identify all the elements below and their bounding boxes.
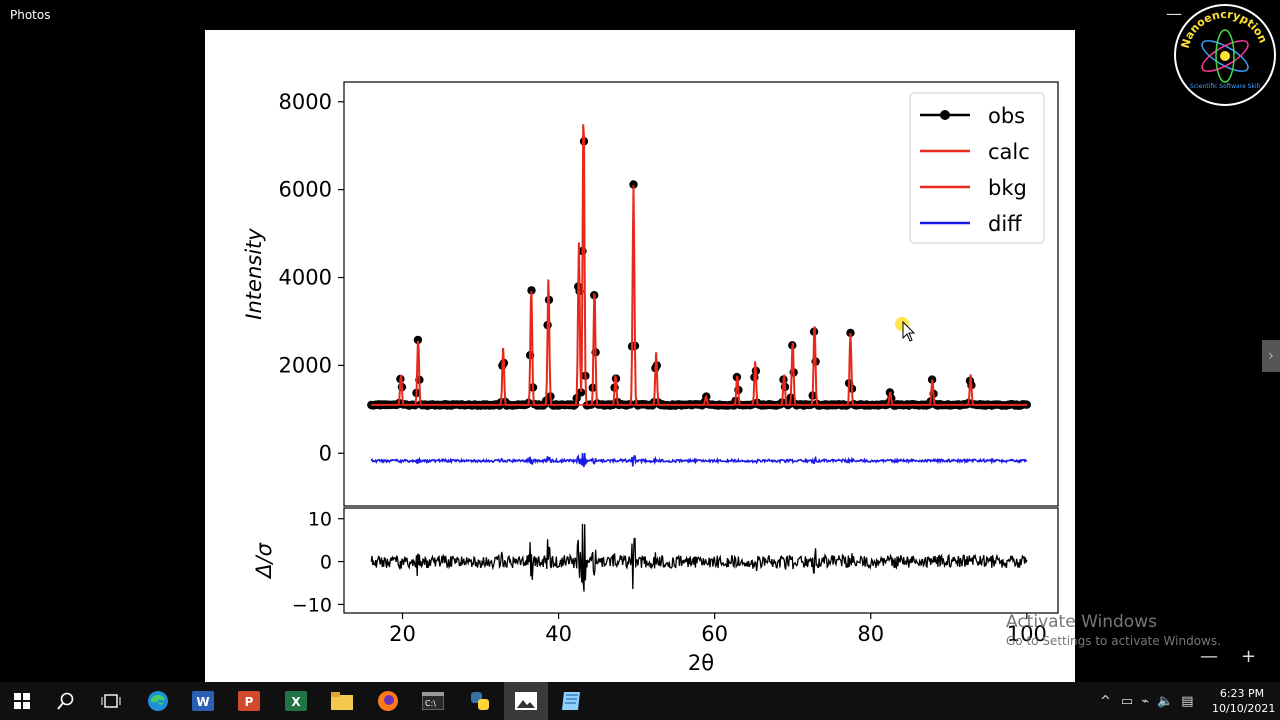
x-tick-label: 80 [857, 622, 884, 646]
svg-text:X: X [291, 695, 301, 709]
clock-date: 10/10/2021 [1212, 702, 1276, 715]
image-canvas: 0 2000 4000 6000 8000 −10 0 10 20 40 60 80 100 2θ Inte… [205, 30, 1075, 682]
legend-label: diff [988, 212, 1022, 236]
y-tick-label: −10 [292, 594, 332, 616]
top-axes-frame [343, 81, 1059, 507]
obs-point [629, 180, 638, 189]
y-tick-label: 10 [308, 509, 332, 531]
taskbar: W P X C:\ ^ ▭ ⌁ 🔈 ▤ 6:23 PM 10/10/2021 [0, 682, 1280, 720]
logo-top-text: Nanoencryption [1179, 8, 1270, 50]
legend-entry-bkg: bkg [920, 176, 1027, 200]
main-plot [367, 124, 1031, 468]
mouse-cursor-icon [902, 320, 916, 342]
obs-point [527, 286, 536, 295]
legend-box [909, 92, 1045, 244]
y-tick-label: 0 [319, 441, 332, 465]
obs-point [1022, 400, 1031, 409]
obs-point [413, 335, 423, 345]
legend-marker [940, 110, 950, 120]
zoom-out-button[interactable]: — [1200, 646, 1218, 667]
firefox-icon[interactable] [366, 682, 410, 720]
word-icon[interactable]: W [181, 682, 225, 720]
residual-plot [370, 523, 1028, 592]
clock[interactable]: 6:23 PM 10/10/2021 [1212, 686, 1276, 716]
y-axis-label: Intensity [242, 228, 266, 320]
residual-axis-label: Δ/σ [252, 542, 276, 579]
y-tick-label: 2000 [279, 353, 332, 377]
bottom-axes-frame [343, 507, 1059, 614]
file-explorer-icon[interactable] [320, 682, 364, 720]
x-tick-label: 20 [389, 622, 416, 646]
legend-entry-diff: diff [920, 212, 1022, 236]
obs-point [576, 388, 586, 397]
activation-watermark: Activate Windows Go to Settings to activ… [1006, 612, 1221, 648]
legend: obs calc bkg diff [909, 92, 1045, 244]
y-tick-label: 0 [320, 552, 332, 574]
x-tick-label: 100 [1007, 622, 1047, 646]
legend-label: calc [988, 140, 1030, 164]
legend-entry-obs: obs [920, 104, 1025, 128]
app-title: Photos [10, 8, 51, 22]
system-tray: ^ ▭ ⌁ 🔈 ▤ [1100, 682, 1194, 720]
y-tick-label: 8000 [279, 90, 332, 114]
python-icon[interactable] [458, 682, 502, 720]
battery-icon[interactable]: ▭ [1120, 693, 1134, 709]
delta-sigma-series [370, 523, 1028, 592]
y-tick-label: 4000 [279, 266, 332, 290]
svg-text:C:\: C:\ [425, 699, 436, 708]
watermark-subtitle: Go to Settings to activate Windows. [1006, 634, 1221, 648]
clock-time: 6:23 PM [1219, 687, 1265, 700]
terminal-icon[interactable]: C:\ [411, 682, 455, 720]
svg-text:W: W [196, 695, 209, 709]
notification-icon[interactable]: ▤ [1181, 693, 1194, 709]
volume-muted-icon[interactable]: 🔈 [1157, 693, 1174, 709]
channel-logo: Nanoencryption Scientific Software Skill [1174, 4, 1276, 106]
powerpoint-icon[interactable]: P [227, 682, 271, 720]
logo-bottom-text: Scientific Software Skill [1190, 83, 1260, 90]
search-icon[interactable] [44, 682, 88, 720]
legend-label: bkg [988, 176, 1027, 200]
legend-label: obs [988, 104, 1025, 128]
zoom-in-button[interactable]: + [1241, 646, 1257, 667]
x-tick-label: 40 [545, 622, 572, 646]
axes: 0 2000 4000 6000 8000 −10 0 10 20 40 60 80 100 2θ Inte… [242, 81, 1059, 675]
svg-text:P: P [245, 695, 254, 709]
diff-series [370, 452, 1028, 468]
legend-entry-calc: calc [920, 140, 1030, 164]
tray-overflow-chevron-icon[interactable]: ^ [1100, 693, 1111, 709]
y-tick-label: 6000 [279, 178, 332, 202]
x-tick-label: 60 [701, 622, 728, 646]
start-icon[interactable] [0, 682, 44, 720]
network-icon[interactable]: ⌁ [1141, 693, 1150, 709]
atom-icon [1220, 51, 1230, 61]
rietveld-chart: 0 2000 4000 6000 8000 −10 0 10 20 40 60 80 100 2θ Inte… [242, 81, 1059, 675]
notepad-icon[interactable] [549, 682, 593, 720]
minimize-button[interactable]: — [1166, 4, 1182, 23]
task-view-icon[interactable] [89, 682, 133, 720]
excel-icon[interactable]: X [274, 682, 318, 720]
photos-icon[interactable] [504, 682, 548, 720]
watermark-title: Activate Windows [1006, 612, 1157, 632]
edge-icon[interactable] [136, 682, 180, 720]
next-image-arrow-icon[interactable]: › [1262, 340, 1280, 372]
x-axis-label: 2θ [688, 651, 714, 675]
